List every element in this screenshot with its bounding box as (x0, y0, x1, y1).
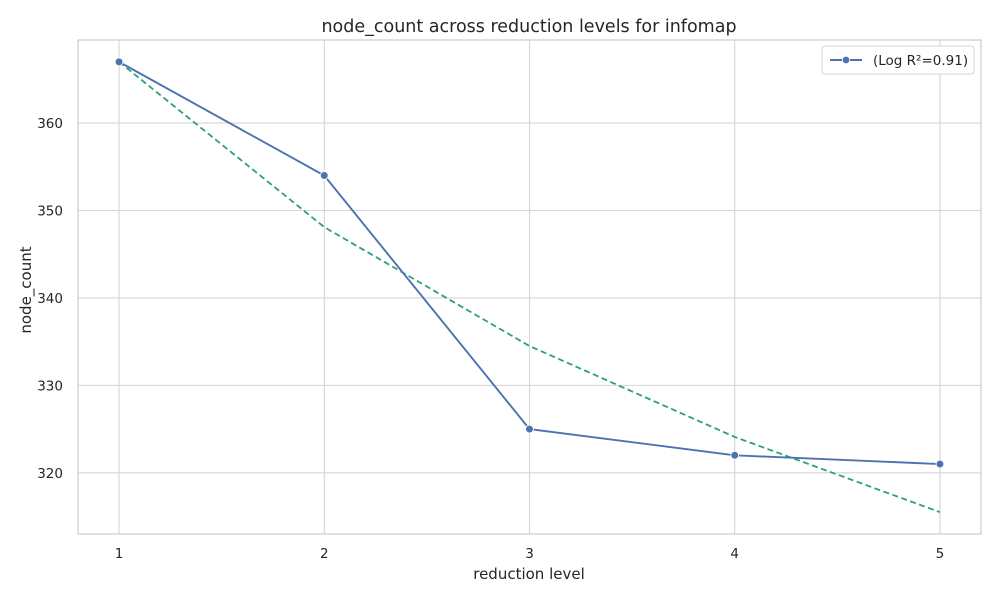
data-point (114, 57, 124, 67)
plot-frame (77, 39, 982, 535)
legend: (Log R²=0.91) (821, 45, 975, 75)
y-tick-label: 360 (37, 116, 63, 132)
y-tick-label: 330 (37, 378, 63, 394)
data-point (935, 459, 945, 469)
x-tick-label: 3 (525, 546, 534, 562)
y-tick-label: 350 (37, 203, 63, 219)
x-tick-label: 1 (115, 546, 124, 562)
legend-label: (Log R²=0.91) (873, 53, 968, 69)
data-point (319, 171, 329, 180)
x-tick-label: 2 (320, 546, 329, 562)
y-tick-label: 320 (37, 466, 63, 482)
series-layer (114, 57, 945, 513)
y-tick-label: 340 (37, 291, 63, 307)
x-tick-label: 4 (730, 546, 739, 562)
y-axis-title: node_count (17, 246, 36, 333)
x-tick-label: 5 (936, 546, 945, 562)
data-point (730, 451, 740, 460)
legend-marker-swatch (841, 55, 851, 65)
trend-line (118, 61, 941, 513)
chart-title: node_count across reduction levels for i… (321, 17, 736, 37)
x-axis-title: reduction level (473, 565, 585, 583)
grid (78, 40, 981, 534)
legend-box (821, 45, 975, 75)
ticks: 1 2 3 4 5 320 330 340 350 360 (37, 116, 944, 562)
data-point (525, 424, 534, 434)
